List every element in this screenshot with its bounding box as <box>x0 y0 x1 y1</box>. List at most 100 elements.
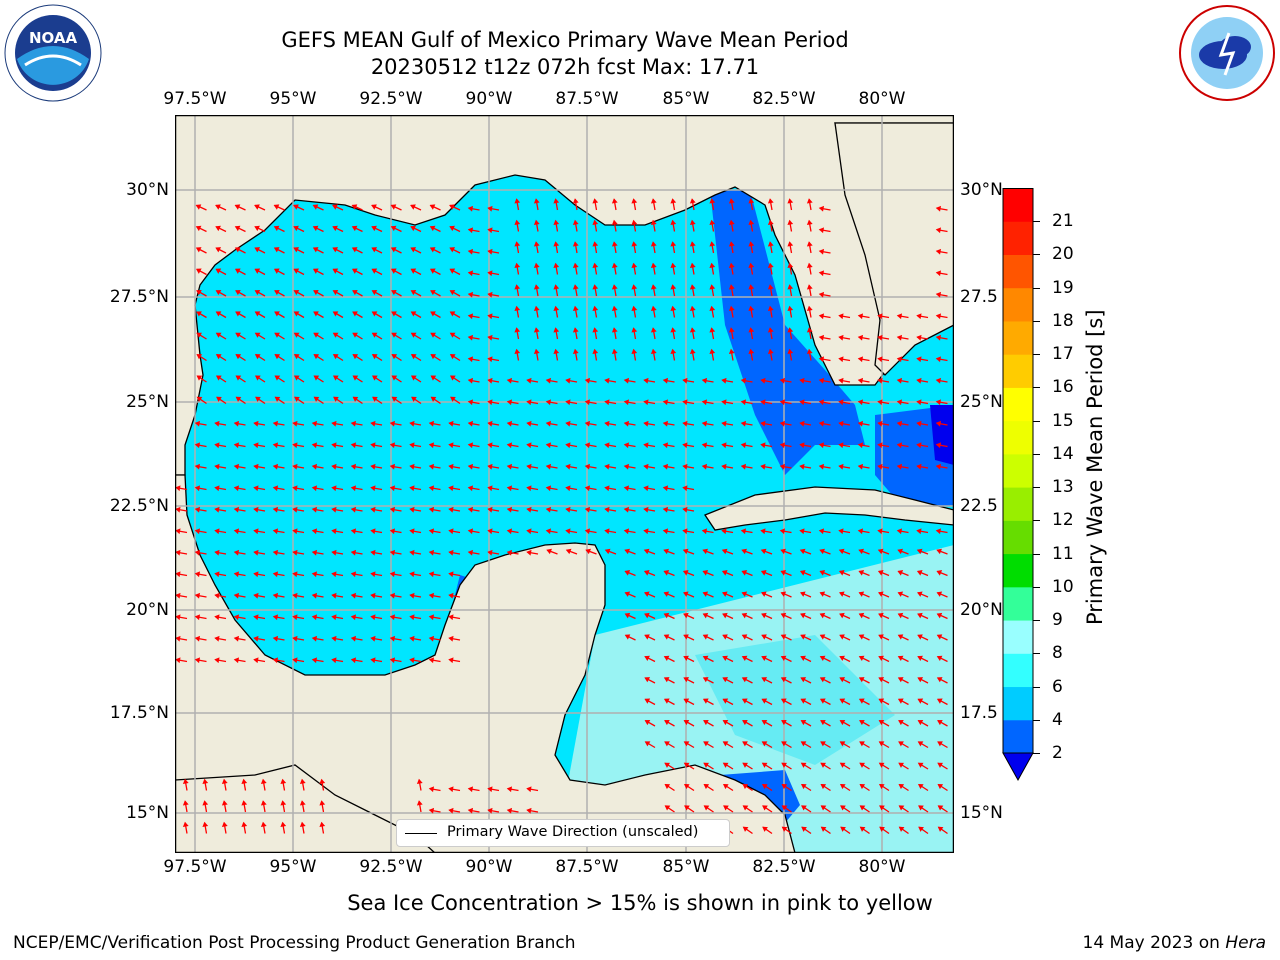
wave-vector-head <box>799 528 805 535</box>
wave-vector-head <box>428 807 435 814</box>
lat-label-left: 30°N <box>126 180 169 200</box>
wave-vector-head <box>319 800 326 806</box>
wave-vector-head <box>572 219 579 226</box>
wave-vector-head <box>877 463 883 470</box>
wave-vector-head <box>623 399 630 406</box>
wave-vector-head <box>762 826 768 832</box>
lon-label-bottom: 95°W <box>269 857 317 877</box>
wave-vector-head <box>467 399 474 406</box>
wave-vector-head <box>233 442 240 449</box>
wave-vector-head <box>631 198 638 204</box>
wave-vector-head <box>506 506 513 513</box>
wave-vector-head <box>936 570 943 576</box>
wave-vector-head <box>818 377 825 384</box>
wave-vector-head <box>506 377 513 384</box>
wave-vector-head <box>514 241 521 247</box>
wave-vector-head <box>428 614 435 621</box>
wave-vector-head <box>896 313 903 320</box>
wave-vector-head <box>235 332 241 338</box>
wave-vector-head <box>370 485 376 492</box>
wave-vector-head <box>662 377 669 384</box>
wave-vector-head <box>274 375 281 381</box>
wave-vector-head <box>650 262 657 269</box>
wave-vector-head <box>429 204 436 210</box>
wave-vector-head <box>683 591 689 597</box>
lon-label-top: 97.5°W <box>163 89 227 109</box>
wave-vector-head <box>389 485 396 492</box>
wave-vector-head <box>709 348 716 355</box>
wave-vector-head <box>780 591 787 597</box>
lat-label-right: 30°N <box>960 180 1003 200</box>
wave-vector-head <box>331 442 337 449</box>
wave-vector-head <box>761 719 768 726</box>
wave-vector-head <box>709 219 716 226</box>
wave-vector-head <box>644 698 651 704</box>
wave-vector-head <box>728 348 735 355</box>
wave-vector-head <box>467 334 474 341</box>
wave-vector-head <box>235 375 242 381</box>
wave-vector-head <box>670 284 677 290</box>
wave-vector-head <box>572 241 579 247</box>
wave-vector-head <box>611 327 618 333</box>
wave-vector-head <box>611 219 618 226</box>
wave-vector-head <box>748 284 755 290</box>
wave-vector-head <box>390 225 397 232</box>
wave-vector-head <box>722 677 729 683</box>
wave-vector-head <box>644 634 650 640</box>
wave-vector-head <box>391 332 397 338</box>
colorbar-tick-label: 20 <box>1052 244 1074 265</box>
wave-vector-head <box>897 677 904 683</box>
wave-vector-head <box>533 305 540 312</box>
wave-vector-head <box>839 655 845 662</box>
wave-vector-head <box>448 549 454 556</box>
wave-vector-head <box>781 762 787 768</box>
wave-vector-head <box>780 677 787 683</box>
wave-vector-head <box>572 262 579 269</box>
wave-vector-head <box>877 420 883 427</box>
wave-vector-head <box>332 354 339 360</box>
wave-vector-head <box>748 305 755 312</box>
wave-vector-head <box>292 614 298 621</box>
wave-vector-head <box>506 786 513 793</box>
wave-vector-head <box>877 570 884 576</box>
lon-label-bottom: 87.5°W <box>555 857 619 877</box>
wave-vector-head <box>650 284 657 290</box>
wave-vector-head <box>722 762 729 768</box>
wave-vector-head <box>429 268 436 274</box>
wave-vector-head <box>937 783 944 790</box>
wave-vector-head <box>526 377 532 384</box>
wave-vector-head <box>514 284 521 290</box>
lon-label-top: 80°W <box>858 89 906 109</box>
colorbar-tick-label: 17 <box>1052 344 1074 365</box>
wave-vector-head <box>858 655 865 662</box>
wave-vector-head <box>748 198 755 204</box>
wave-vector-head <box>878 698 885 704</box>
wave-vector-head <box>467 485 474 492</box>
wave-vector-head <box>643 442 649 449</box>
wave-vector-head <box>214 571 220 578</box>
lon-label-top: 90°W <box>465 89 513 109</box>
wave-vector-head <box>748 327 755 333</box>
wave-vector-head <box>273 204 280 210</box>
wave-vector-head <box>767 262 774 269</box>
wave-vector-head <box>371 268 378 274</box>
wave-vector-head <box>299 821 306 828</box>
wave-vector-head <box>664 741 670 747</box>
wave-vector-head <box>663 548 669 555</box>
wave-vector-head <box>838 463 844 470</box>
wave-vector-head <box>644 741 651 747</box>
wave-vector-head <box>858 634 865 640</box>
wave-vector-head <box>896 356 903 363</box>
wave-vector-head <box>565 548 572 555</box>
footer-left: NCEP/EMC/Verification Post Processing Pr… <box>13 933 576 953</box>
wave-vector-head <box>533 348 540 355</box>
wave-vector-head <box>565 420 571 427</box>
wave-vector-head <box>272 657 279 664</box>
wave-vector-head <box>683 634 689 640</box>
wave-vector-head <box>506 420 513 427</box>
wave-vector-head <box>389 420 396 427</box>
wave-vector-head <box>644 677 651 683</box>
wave-vector-head <box>371 247 378 253</box>
colorbar-tick-label: 16 <box>1052 377 1074 398</box>
wave-vector-head <box>292 635 298 642</box>
